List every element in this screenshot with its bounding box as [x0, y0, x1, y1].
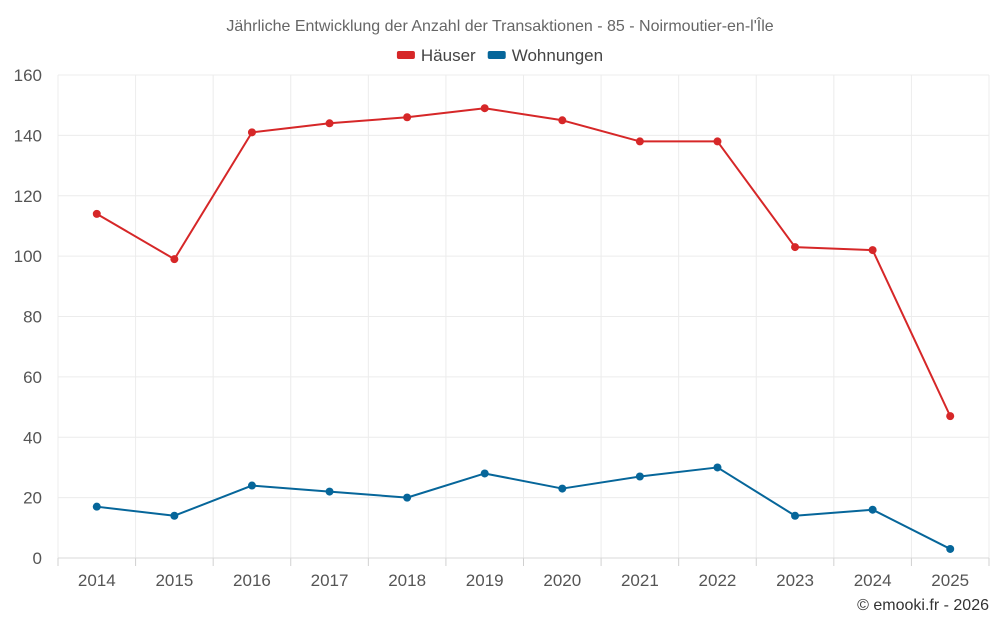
data-point[interactable]	[946, 544, 955, 553]
data-point[interactable]	[480, 104, 489, 113]
y-tick-label: 0	[33, 549, 42, 568]
data-point[interactable]	[92, 209, 101, 218]
data-point[interactable]	[713, 137, 722, 146]
series-line	[96, 466, 951, 550]
legend-swatch	[396, 51, 415, 59]
data-point[interactable]	[480, 469, 489, 478]
series-layer	[92, 104, 955, 553]
data-point[interactable]	[403, 113, 412, 122]
x-tick-label: 2022	[699, 571, 737, 590]
y-tick-label: 160	[14, 66, 42, 85]
x-tick-label: 2017	[311, 571, 349, 590]
data-point[interactable]	[868, 246, 877, 255]
data-point[interactable]	[170, 255, 179, 264]
data-point[interactable]	[403, 493, 412, 502]
x-tick-label: 2018	[388, 571, 426, 590]
y-tick-label: 120	[14, 187, 42, 206]
x-tick-label: 2021	[621, 571, 659, 590]
grid-layer	[57, 74, 990, 558]
x-tick-label: 2024	[854, 571, 892, 590]
y-tick-label: 40	[23, 428, 42, 447]
legend-swatch	[487, 51, 506, 59]
data-point[interactable]	[558, 484, 567, 493]
data-point[interactable]	[713, 463, 722, 472]
data-point[interactable]	[558, 116, 567, 125]
y-tick-label: 20	[23, 489, 42, 508]
data-point[interactable]	[635, 472, 644, 481]
data-point[interactable]	[946, 412, 955, 421]
data-point[interactable]	[635, 137, 644, 146]
series-line	[96, 107, 952, 417]
data-point[interactable]	[170, 511, 179, 520]
data-point[interactable]	[791, 243, 800, 252]
x-tick-label: 2020	[543, 571, 581, 590]
data-point[interactable]	[791, 511, 800, 520]
y-tick-label: 140	[14, 126, 42, 145]
x-tick-label: 2023	[776, 571, 814, 590]
data-point[interactable]	[325, 487, 334, 496]
legend-label: Häuser	[421, 46, 476, 65]
data-point[interactable]	[247, 481, 256, 490]
x-tick-label: 2014	[78, 571, 116, 590]
chart-credit: © emooki.fr - 2026	[857, 597, 989, 614]
legend-item[interactable]: Wohnungen	[487, 46, 603, 65]
y-tick-label: 60	[23, 368, 42, 387]
x-tick-label: 2016	[233, 571, 271, 590]
series-0	[92, 104, 955, 421]
chart-title: Jährliche Entwicklung der Anzahl der Tra…	[226, 16, 773, 35]
data-point[interactable]	[247, 128, 256, 137]
data-point[interactable]	[325, 119, 334, 128]
legend-item[interactable]: Häuser	[396, 46, 476, 65]
x-tick-label: 2025	[931, 571, 969, 590]
legend[interactable]: Häuser Wohnungen	[396, 46, 603, 65]
legend-label: Wohnungen	[512, 46, 603, 65]
x-tick-label: 2019	[466, 571, 504, 590]
y-tick-label: 100	[14, 247, 42, 266]
data-point[interactable]	[92, 502, 101, 511]
x-tick-label: 2015	[155, 571, 193, 590]
data-point[interactable]	[868, 505, 877, 514]
y-tick-label: 80	[23, 308, 42, 327]
series-1	[92, 463, 955, 553]
axis-layer: 0 20 40 60 80 100 120 140 160 2014 2015 2016 2017 201…	[14, 66, 990, 590]
